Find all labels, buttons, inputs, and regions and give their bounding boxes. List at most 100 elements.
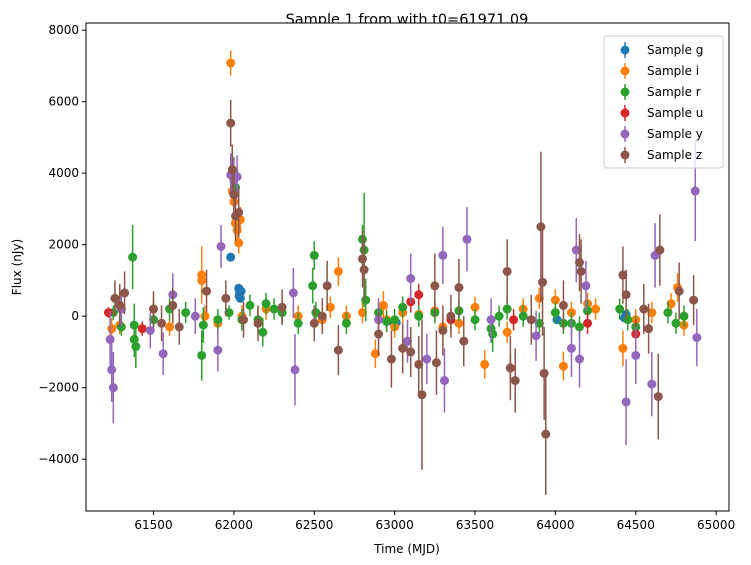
data-point: [509, 315, 519, 325]
data-point: [234, 207, 244, 217]
data-point: [213, 315, 223, 325]
data-point: [653, 392, 663, 402]
data-point: [623, 315, 633, 325]
data-point: [308, 281, 318, 291]
x-tick-label: 64000: [536, 518, 574, 532]
legend-label: Sample z: [647, 148, 702, 162]
data-point: [107, 365, 117, 375]
series-sample-z: [110, 99, 699, 495]
data-point: [115, 300, 125, 310]
data-point: [505, 363, 515, 373]
data-point: [639, 304, 649, 314]
legend-marker: [620, 150, 630, 160]
data-point: [232, 172, 242, 182]
data-point: [581, 281, 591, 291]
data-point: [158, 349, 168, 359]
data-point: [462, 234, 472, 244]
data-point: [269, 304, 279, 314]
data-point: [370, 349, 380, 359]
data-point: [234, 291, 244, 301]
data-point: [234, 238, 244, 248]
data-point: [361, 295, 371, 305]
data-point: [454, 283, 464, 293]
data-point: [689, 295, 699, 305]
y-tick-label: 6000: [48, 95, 79, 109]
legend-frame: [603, 35, 724, 169]
data-point: [131, 342, 141, 352]
x-tick-label: 62000: [215, 518, 253, 532]
data-point: [403, 336, 412, 346]
data-point: [486, 315, 496, 325]
legend-marker: [620, 108, 630, 118]
legend-label: Sample u: [647, 106, 703, 120]
data-point: [197, 350, 207, 360]
data-point: [510, 376, 520, 386]
data-point: [488, 329, 498, 339]
data-point: [227, 165, 237, 175]
data-point: [558, 300, 568, 310]
data-point: [679, 311, 689, 321]
data-point: [309, 318, 319, 328]
x-axis: 61500 62000 62500 63000 63500 64000 64500 65000: [134, 511, 735, 532]
data-point: [245, 300, 255, 310]
data-point: [550, 308, 560, 318]
plot-frame: [85, 22, 730, 512]
data-point: [258, 327, 268, 337]
data-point: [386, 354, 396, 364]
data-point: [290, 365, 300, 375]
data-point: [202, 286, 212, 296]
legend-entry: Sample g: [620, 42, 703, 58]
x-axis-label: Time (MJD): [373, 542, 440, 556]
data-point: [277, 302, 287, 312]
data-point: [317, 311, 327, 321]
data-point: [322, 281, 332, 291]
series-sample-y: [105, 140, 702, 445]
data-point: [149, 304, 159, 314]
x-tick-label: 63500: [456, 518, 494, 532]
y-axis: −4000 −2000 0 2000 4000 6000 8000: [38, 23, 86, 466]
data-point: [502, 327, 512, 337]
data-point: [439, 376, 449, 386]
data-point: [583, 318, 593, 328]
x-tick-label: 65000: [697, 518, 735, 532]
data-point: [333, 266, 343, 276]
data-point: [621, 397, 631, 407]
legend-entry: Sample r: [620, 84, 701, 100]
data-point: [213, 345, 223, 355]
data-point: [671, 318, 681, 328]
x-tick-label: 63000: [376, 518, 414, 532]
y-tick-label: 2000: [48, 238, 79, 252]
y-axis-label: Flux (nJy): [10, 239, 24, 295]
data-point: [239, 315, 249, 325]
data-point: [621, 290, 631, 300]
data-point: [120, 288, 130, 298]
x-tick-label: 64500: [617, 518, 655, 532]
data-point: [502, 304, 512, 314]
data-point: [536, 222, 546, 232]
data-point: [644, 324, 654, 334]
data-point: [431, 358, 441, 368]
y-tick-label: −4000: [38, 452, 79, 466]
data-point: [438, 250, 448, 260]
data-point: [550, 295, 560, 305]
data-point: [571, 245, 581, 255]
data-point: [422, 354, 432, 364]
data-point: [107, 324, 117, 334]
data-point: [359, 265, 369, 275]
data-point: [692, 333, 702, 343]
data-point: [674, 286, 684, 296]
data-point: [216, 241, 226, 251]
data-point: [390, 315, 400, 325]
data-point: [145, 325, 155, 335]
data-point: [374, 329, 384, 339]
data-point: [446, 311, 456, 321]
data-point: [518, 311, 528, 321]
data-point: [190, 311, 200, 321]
legend-entry: Sample y: [620, 126, 703, 142]
data-point: [538, 277, 548, 287]
legend-marker: [620, 129, 630, 139]
data-point: [198, 320, 208, 330]
x-tick-label: 62500: [295, 518, 333, 532]
data-point: [181, 308, 191, 318]
data-point: [309, 250, 319, 260]
